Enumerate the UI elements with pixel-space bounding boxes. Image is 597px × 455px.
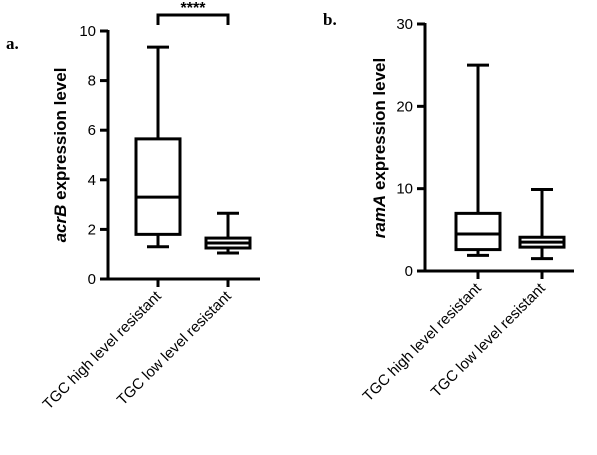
panel-label: b. — [323, 10, 337, 29]
y-tick-label: 0 — [405, 263, 413, 280]
box-plot — [454, 63, 502, 257]
y-axis-title: acrB expression level — [51, 68, 70, 243]
chart-panel-2: b. 0 10 20 30 ramA expression level TGC high l… — [323, 10, 574, 405]
panel-label: a. — [6, 34, 19, 53]
x-category-label: TGC high level resistant — [40, 287, 166, 413]
y-tick-label: 30 — [396, 16, 413, 33]
significance-bracket: **** — [156, 0, 230, 25]
box-plot — [518, 187, 566, 261]
y-tick-label: 10 — [396, 181, 413, 198]
y-axis-title: ramA expression level — [370, 58, 389, 239]
box-plot — [134, 45, 182, 249]
y-tick-label: 20 — [396, 98, 413, 115]
box-iqr — [134, 137, 182, 236]
y-tick-label: 2 — [88, 221, 96, 238]
y-tick-label: 10 — [79, 23, 96, 40]
y-tick-label: 6 — [88, 122, 96, 139]
y-tick-label: 4 — [88, 172, 96, 189]
y-tick-label: 8 — [88, 73, 96, 90]
box-plot — [204, 211, 252, 255]
x-category-label: TGC low level resistant — [114, 287, 236, 409]
x-category-label: TGC high level resistant — [360, 279, 486, 405]
chart-panel-1: a. 0 2 4 6 8 10 acrB expression level TGC high l… — [6, 0, 260, 413]
x-category-label: TGC low level resistant — [428, 279, 550, 401]
y-tick-label: 0 — [88, 271, 96, 288]
box-iqr — [454, 211, 502, 252]
bracket-line — [156, 13, 230, 25]
significance-label: **** — [181, 0, 207, 17]
